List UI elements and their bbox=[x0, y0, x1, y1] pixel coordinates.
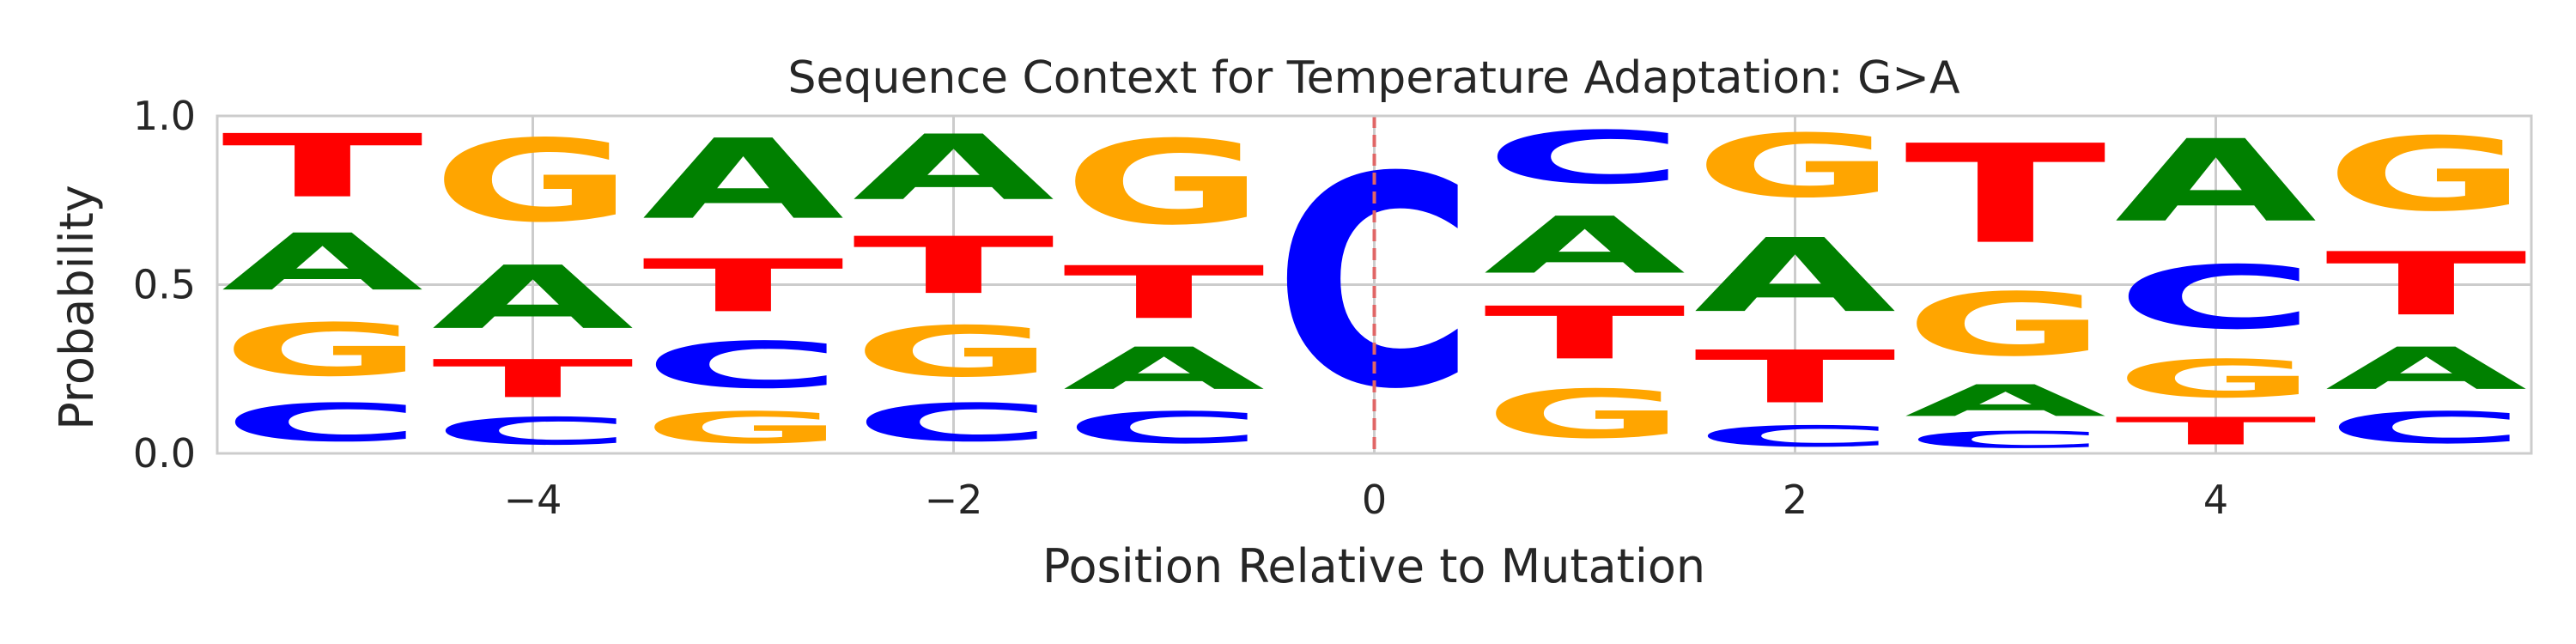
y-tick-label: 0.5 bbox=[133, 262, 196, 308]
logo-letter-g: G bbox=[1905, 275, 2106, 376]
logo-letter-a: A bbox=[1063, 335, 1265, 402]
logo-letter-g: G bbox=[1484, 375, 1686, 453]
logo-letter-a: A bbox=[1905, 376, 2106, 427]
logo-letter-g: G bbox=[2325, 116, 2527, 234]
logo-letter-c: C bbox=[1273, 115, 1475, 453]
logo-letter-t: T bbox=[853, 221, 1054, 312]
logo-letter-t: T bbox=[1905, 116, 2108, 274]
logo-letter-a: A bbox=[222, 217, 423, 308]
logo-letter-g: G bbox=[432, 116, 634, 247]
logo-letter-a: A bbox=[2115, 116, 2317, 247]
logo-letter-c: C bbox=[1905, 426, 2106, 453]
logo-letter-a: A bbox=[1484, 200, 1686, 291]
x-axis-label: Position Relative to Mutation bbox=[1042, 539, 1705, 593]
logo-letter-t: T bbox=[2115, 410, 2317, 453]
logo-letter-t: T bbox=[2325, 234, 2527, 335]
logo-letter-a: A bbox=[642, 116, 844, 244]
logo-letter-g: G bbox=[2115, 349, 2317, 410]
x-tick-label: −2 bbox=[925, 477, 983, 523]
logo-letter-c: C bbox=[1484, 116, 1686, 200]
logo-letter-g: G bbox=[642, 403, 844, 453]
logo-letter-c: C bbox=[853, 392, 1054, 453]
logo-letter-t: T bbox=[222, 116, 423, 217]
logo-letter-a: A bbox=[2325, 335, 2527, 402]
logo-letter-t: T bbox=[642, 244, 844, 328]
logo-letter-g: G bbox=[1063, 115, 1265, 250]
logo-letter-g: G bbox=[853, 312, 1054, 392]
logo-letter-t: T bbox=[1063, 251, 1265, 335]
logo-letter-a: A bbox=[1694, 217, 1896, 335]
logo-letter-c: C bbox=[222, 392, 423, 453]
logo-letter-a: A bbox=[432, 247, 634, 349]
y-tick-label: 1.0 bbox=[133, 93, 196, 139]
chart-title: Sequence Context for Temperature Adaptat… bbox=[787, 52, 1960, 104]
overlay bbox=[216, 114, 2533, 455]
tick-labels: −4 −2 0 2 4 0.0 0.5 1.0 bbox=[133, 93, 2228, 523]
logo-letter-c: C bbox=[432, 410, 634, 453]
logo-letter-t: T bbox=[1694, 336, 1896, 420]
logo-letter-t: T bbox=[1484, 291, 1686, 375]
logo-letter-c: C bbox=[2325, 403, 2527, 453]
x-tick-label: 0 bbox=[1362, 477, 1387, 523]
x-tick-label: 2 bbox=[1783, 477, 1807, 523]
logo-letter-c: C bbox=[2115, 247, 2317, 349]
logo-letter-g: G bbox=[222, 308, 423, 392]
y-axis-label: Probability bbox=[50, 185, 104, 429]
logo-letter-c: C bbox=[642, 328, 844, 402]
logo-letter-c: C bbox=[1694, 420, 1896, 453]
logo-letter-c: C bbox=[1063, 403, 1265, 453]
x-tick-label: 4 bbox=[2203, 477, 2228, 523]
logo-letter-g: G bbox=[1694, 116, 1896, 217]
logo-letter-a: A bbox=[853, 116, 1054, 221]
x-tick-label: −4 bbox=[504, 477, 562, 523]
y-tick-label: 0.0 bbox=[133, 430, 196, 477]
logo-letter-t: T bbox=[432, 349, 634, 410]
plot-frame bbox=[216, 114, 2533, 455]
